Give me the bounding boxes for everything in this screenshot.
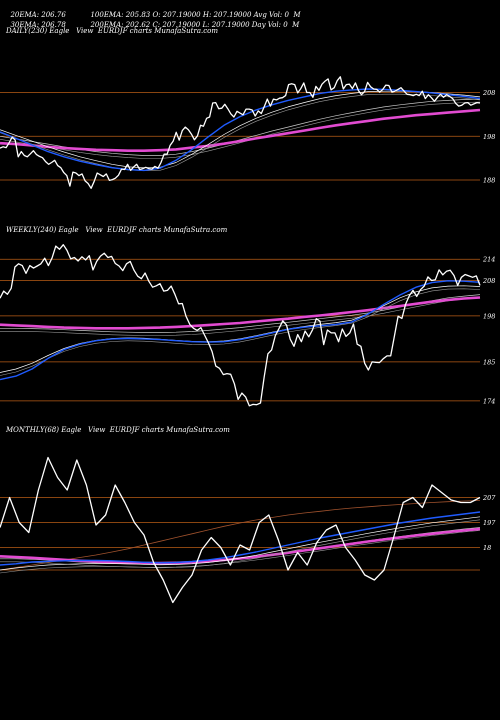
tick-label: 188 <box>483 177 495 185</box>
ema100-readout: 100EMA: 205.83 <box>90 11 151 19</box>
series-line-price <box>0 244 481 407</box>
chart-panel-2: 207 197 18 <box>0 456 496 604</box>
series-band-ema30 <box>0 519 481 574</box>
series-line-price <box>0 456 481 604</box>
tick-label: 208 <box>482 277 495 285</box>
series-line-ema20 <box>0 511 481 566</box>
series-line-ema20 <box>0 88 481 172</box>
tick-label: 18 <box>483 544 491 552</box>
ema200-readout: 200EMA: 202.62 <box>90 21 151 29</box>
header-row-1: 20EMA: 206.76 100EMA: 205.83 O: 207.19000 … <box>6 2 301 20</box>
series-line-ema100 <box>0 98 481 156</box>
ohlc-top-readout: O: 207.19000 H: 207.19000 Avg Vol: 0 M <box>152 11 301 19</box>
series-band-ema100 <box>0 297 481 336</box>
series-line-ema200 <box>0 296 481 330</box>
series-band-ema100 <box>0 530 481 568</box>
series-line-brown <box>0 500 481 571</box>
tick-label: 214 <box>482 256 495 264</box>
ohlc-bottom-readout: C: 207.19000 L: 207.19000 Day Vol: 0 M <box>152 21 300 29</box>
series-line-price <box>0 76 481 189</box>
ema30-readout: 30EMA: 206.78 <box>10 21 66 29</box>
chart-panel-1: 214 208 198 185 174 <box>0 244 495 407</box>
tick-label: 207 <box>482 494 496 502</box>
tick-label: 185 <box>483 358 495 366</box>
series-band-ema100 <box>0 101 481 159</box>
series-band-ema30 <box>0 93 481 172</box>
tick-label: 208 <box>482 89 495 97</box>
tick-label: 198 <box>483 312 495 320</box>
chart-panel-0: 208 198 188 <box>0 76 495 189</box>
monthly-chart-caption: MONTHLY(68) Eagle View EURDJF charts Mun… <box>6 426 230 434</box>
tick-label: 198 <box>483 133 495 141</box>
tick-label: 197 <box>483 519 496 527</box>
tick-label: 174 <box>483 397 495 405</box>
series-line-ema200 <box>0 108 481 152</box>
header-row-2: 30EMA: 206.78 200EMA: 202.62 C: 207.19000 … <box>6 12 299 30</box>
weekly-chart-caption: WEEKLY(240) Eagle View EURDJF charts Mun… <box>6 226 228 234</box>
daily-chart-caption: DAILY(230) Eagle View EURDJF charts Muna… <box>6 27 218 35</box>
series-line-ema30 <box>0 516 481 571</box>
series-line-ema20 <box>0 280 481 381</box>
series-line-ema30 <box>0 90 481 169</box>
series-band-ema30 <box>0 288 481 376</box>
ema20-readout: 20EMA: 206.76 <box>10 11 66 19</box>
